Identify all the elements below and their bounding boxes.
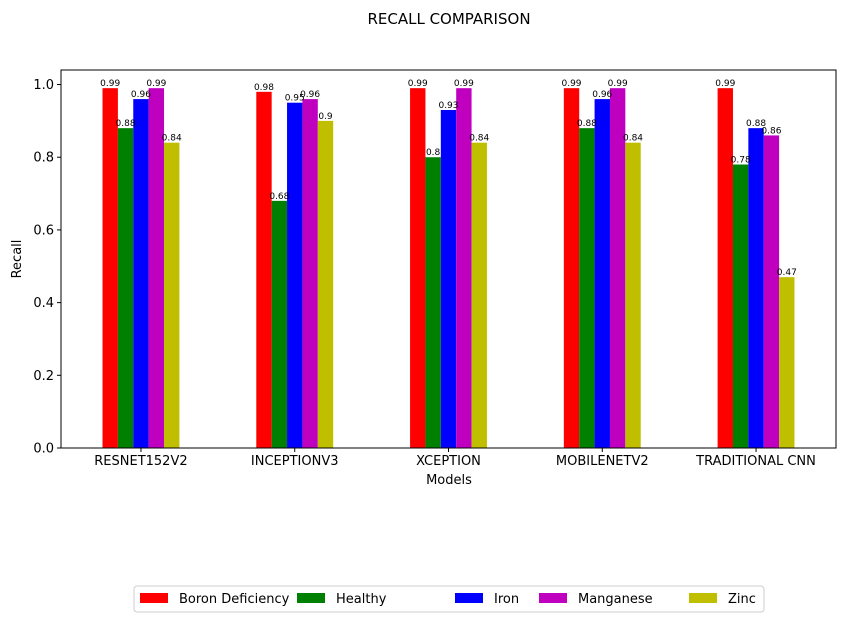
bar xyxy=(763,135,780,449)
y-tick-label: 1.0 xyxy=(33,78,54,93)
bar xyxy=(117,128,134,448)
bar xyxy=(579,128,595,448)
bar xyxy=(133,99,149,448)
bar-value-label: 0.99 xyxy=(454,79,474,89)
x-tick-label: MOBILENETV2 xyxy=(556,454,649,469)
legend-swatch xyxy=(455,593,483,603)
y-tick-label: 0.6 xyxy=(33,223,54,238)
bar xyxy=(148,88,165,449)
legend-swatch xyxy=(689,593,717,603)
bar-value-label: 0.93 xyxy=(438,101,458,111)
bar xyxy=(717,88,733,449)
bar xyxy=(256,91,272,448)
bar xyxy=(563,88,580,449)
bar xyxy=(287,102,303,449)
bar-value-label: 0.84 xyxy=(623,134,643,144)
bar-value-label: 0.47 xyxy=(777,268,797,278)
bar-value-label: 0.95 xyxy=(285,94,305,104)
bar xyxy=(164,142,180,448)
bar xyxy=(317,120,334,448)
legend-label: Iron xyxy=(494,592,519,607)
bar-value-label: 0.99 xyxy=(608,79,628,89)
bar xyxy=(425,157,441,449)
x-tick-label: RESNET152V2 xyxy=(94,454,187,469)
y-axis-label: Recall xyxy=(10,240,25,279)
bar-value-label: 0.84 xyxy=(469,134,489,144)
bar-value-label: 0.78 xyxy=(731,156,751,166)
legend-label: Zinc xyxy=(728,592,756,607)
x-axis: RESNET152V2 INCEPTIONV3 XCEPTION MOBILENETV… xyxy=(94,448,816,469)
bar-value-label: 0.99 xyxy=(561,79,581,89)
chart-title: RECALL COMPARISON xyxy=(367,10,530,28)
bar xyxy=(732,164,749,448)
bar xyxy=(594,99,610,448)
x-tick-label: INCEPTIONV3 xyxy=(251,454,339,469)
bar-value-label: 0.84 xyxy=(162,134,182,144)
bar-value-label: 0.88 xyxy=(746,119,766,129)
bar-value-label: 0.9 xyxy=(318,112,333,122)
bar-value-label: 0.99 xyxy=(715,79,735,89)
legend-swatch xyxy=(140,593,168,603)
bar xyxy=(271,200,288,448)
bar xyxy=(456,88,472,449)
bar xyxy=(440,109,457,448)
bar xyxy=(302,99,318,448)
x-tick-label: TRADITIONAL CNN xyxy=(695,454,816,469)
y-tick-label: 0.8 xyxy=(33,151,54,166)
y-tick-label: 0.0 xyxy=(33,442,54,457)
bar xyxy=(748,128,764,448)
bar-value-label: 0.88 xyxy=(116,119,136,129)
legend-label: Manganese xyxy=(578,592,653,607)
bar-group xyxy=(102,88,795,449)
x-tick-label: XCEPTION xyxy=(416,454,481,469)
bar xyxy=(471,142,487,448)
legend-frame xyxy=(133,585,765,613)
legend-swatch xyxy=(539,593,567,603)
y-axis: 0.0 0.2 0.4 0.6 0.8 1.0 xyxy=(33,78,61,457)
legend-swatch xyxy=(297,593,325,603)
bar-value-label: 0.68 xyxy=(269,192,289,202)
bar-value-label: 0.86 xyxy=(761,126,781,136)
bar xyxy=(410,88,426,449)
bar xyxy=(102,88,118,449)
bar-value-label: 0.96 xyxy=(300,90,320,100)
legend-label: Healthy xyxy=(336,592,387,607)
bar-value-labels: 0.99 0.98 0.99 0.99 0.99 0.88 0.68 0.8 0.88 0.78 0… xyxy=(100,79,797,278)
y-tick-label: 0.2 xyxy=(33,369,54,384)
bar-value-label: 0.99 xyxy=(146,79,166,89)
bar-value-label: 0.96 xyxy=(592,90,612,100)
bar-value-label: 0.96 xyxy=(131,90,151,100)
y-tick-label: 0.4 xyxy=(33,296,54,311)
bar xyxy=(625,142,641,448)
bar-value-label: 0.88 xyxy=(577,119,597,129)
bar-value-label: 0.8 xyxy=(426,148,441,158)
x-axis-label: Models xyxy=(426,473,472,488)
bar-value-label: 0.99 xyxy=(100,79,120,89)
legend: Boron Deficiency Healthy Iron Manganese Zinc xyxy=(133,585,765,613)
legend-label: Boron Deficiency xyxy=(179,592,290,607)
bar xyxy=(779,277,795,448)
bar-value-label: 0.98 xyxy=(254,83,274,93)
bar xyxy=(609,88,626,449)
bar-value-label: 0.99 xyxy=(408,79,428,89)
